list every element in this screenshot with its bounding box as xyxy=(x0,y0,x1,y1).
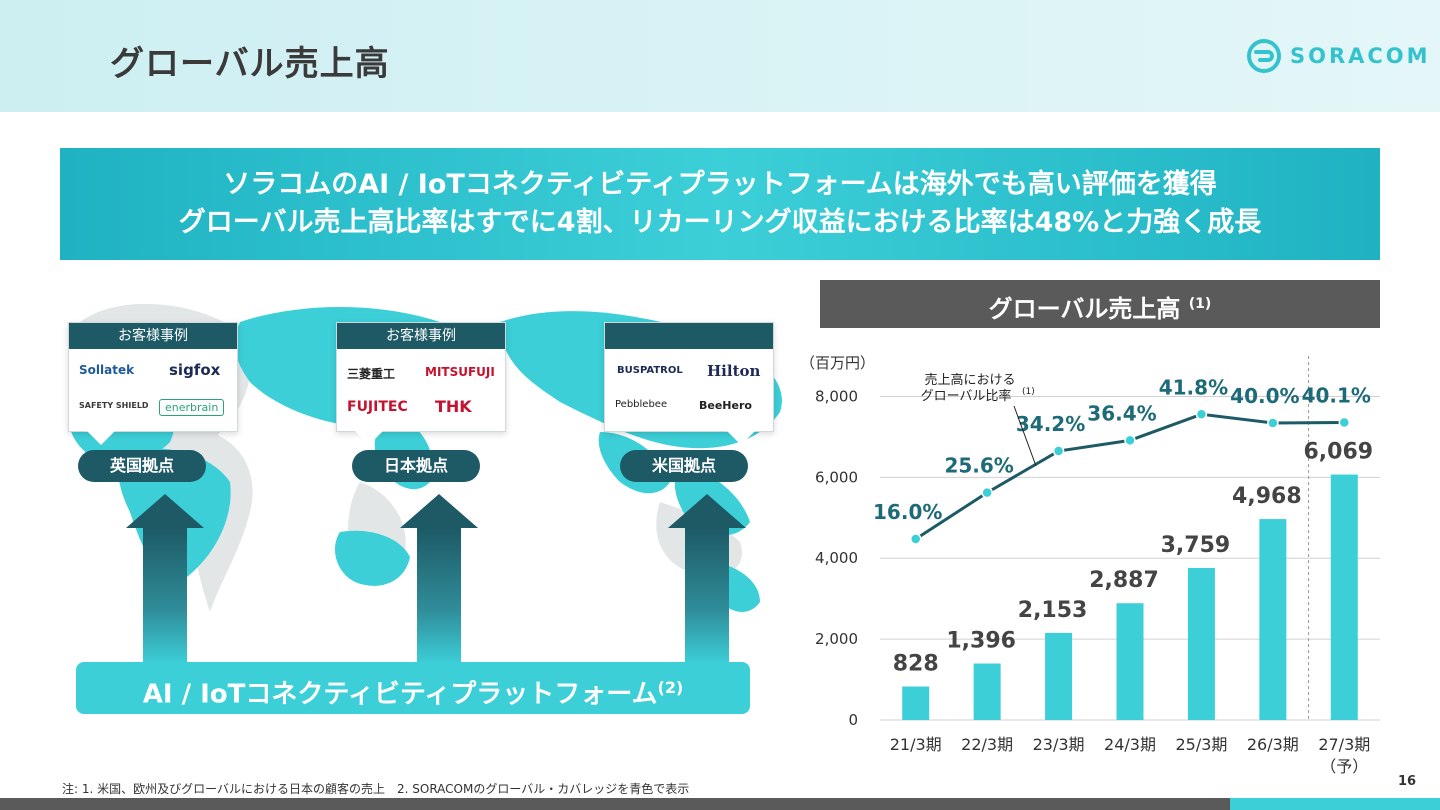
ratio-point xyxy=(1267,417,1279,429)
y-tick-label: 8,000 xyxy=(815,387,858,405)
x-tick-label: 21/3期 xyxy=(890,735,942,754)
bar xyxy=(1187,567,1215,720)
global-sales-chart: （百万円）02,0004,0006,0008,00082821/3期1,3962… xyxy=(800,354,1380,776)
footnote: 注: 1. 米国、欧州及びグローバルにおける日本の顧客の売上 2. SORACO… xyxy=(62,782,690,796)
y-tick-label: 6,000 xyxy=(815,468,858,486)
ratio-point xyxy=(1195,408,1208,421)
bar xyxy=(1045,632,1073,720)
case-card-heading: お客様事例 xyxy=(69,323,237,349)
x-tick-label: 22/3期 xyxy=(961,735,1013,754)
bar xyxy=(902,686,930,720)
base-label-us: 米国拠点 xyxy=(620,450,748,482)
case-card-heading: お客様事例 xyxy=(337,323,505,349)
y-tick-label: 4,000 xyxy=(815,549,858,567)
case-card-heading xyxy=(605,323,773,349)
page-title: グローバル売上高 xyxy=(110,44,390,84)
case-card-logos: 三菱重工 MITSUFUJI FUJITEC THK xyxy=(337,349,505,433)
base-label-japan: 日本拠点 xyxy=(352,450,480,482)
bar-value-label: 2,153 xyxy=(1018,598,1088,623)
bar-value-label: 6,069 xyxy=(1303,440,1373,465)
arrow-up-uk xyxy=(126,494,204,664)
ratio-value-label: 40.0% xyxy=(1230,384,1299,408)
bar-value-label: 828 xyxy=(893,652,939,677)
headline-line-1: ソラコムのAI / IoTコネクティビティプラットフォームは海外でも高い評価を獲… xyxy=(223,169,1217,200)
ratio-value-label: 36.4% xyxy=(1087,401,1156,425)
bar-value-label: 1,396 xyxy=(946,629,1016,654)
case-card-us: BUSPATROL Hilton Pebblebee BeeHero xyxy=(604,322,774,445)
page-number: 16 xyxy=(1398,774,1417,789)
platform-label: AI / IoTコネクティビティプラットフォーム xyxy=(142,679,658,710)
mitsubishi-heavy-logo: 三菱重工 xyxy=(347,367,396,381)
platform-note: (2) xyxy=(657,678,684,697)
ratio-point xyxy=(981,486,993,499)
arrow-up-japan xyxy=(400,494,478,664)
ratio-legend-line-2: グローバル比率 xyxy=(921,388,1012,404)
ratio-legend-line-1: 売上高における xyxy=(924,372,1015,388)
mitsufuji-logo: MITSUFUJI xyxy=(425,365,495,379)
safety-shield-logo: SAFETY SHIELD xyxy=(79,401,149,410)
case-card-pointer xyxy=(87,431,115,445)
soracom-logo-icon xyxy=(1247,39,1281,73)
x-tick-label: 26/3期 xyxy=(1247,735,1299,754)
chart-unit-label: （百万円） xyxy=(800,354,875,372)
pebblebee-logo: Pebblebee xyxy=(615,399,668,410)
platform-bar: AI / IoTコネクティビティプラットフォーム(2) xyxy=(76,662,750,714)
fujitec-logo: FUJITEC xyxy=(347,399,408,415)
footer-strip xyxy=(0,798,1230,810)
ratio-legend-pointer xyxy=(1013,405,1037,467)
headline-banner: ソラコムのAI / IoTコネクティビティプラットフォームは海外でも高い評価を獲… xyxy=(60,148,1380,260)
bar-value-label: 2,887 xyxy=(1089,568,1159,593)
soracom-logo: SORACOM xyxy=(1246,38,1431,74)
chart-title: グローバル売上高 xyxy=(988,295,1181,323)
case-card-pointer xyxy=(727,431,755,445)
ratio-value-label: 41.8% xyxy=(1159,375,1228,399)
forecast-note: （予） xyxy=(1320,757,1368,776)
logo-text: SORACOM xyxy=(1290,44,1431,68)
case-card-japan: お客様事例 三菱重工 MITSUFUJI FUJITEC THK xyxy=(336,322,506,445)
ratio-value-label: 25.6% xyxy=(944,454,1013,478)
hilton-logo: Hilton xyxy=(707,362,761,380)
ratio-point xyxy=(1124,434,1136,447)
bar-value-label: 3,759 xyxy=(1161,533,1231,558)
enerbrain-logo: enerbrain xyxy=(159,399,225,416)
base-label-uk: 英国拠点 xyxy=(78,450,206,482)
case-card-uk: お客様事例 Sollatek sigfox SAFETY SHIELD ener… xyxy=(68,322,238,445)
bar xyxy=(973,663,1001,720)
header xyxy=(0,0,1440,112)
x-tick-label: 25/3期 xyxy=(1175,735,1227,754)
ratio-value-label: 16.0% xyxy=(873,500,942,524)
headline-line-2: グローバル売上高比率はすでに4割、リカーリング収益における比率は48%と力強く成… xyxy=(178,207,1262,238)
y-tick-label: 0 xyxy=(848,711,858,729)
bar-value-label: 4,968 xyxy=(1232,484,1302,509)
arrow-up-us xyxy=(668,494,746,664)
footer-strip-accent xyxy=(1230,798,1440,810)
ratio-point xyxy=(1338,416,1351,429)
sollatek-logo: Sollatek xyxy=(79,363,135,377)
bar xyxy=(1259,519,1287,720)
bar xyxy=(1116,603,1144,720)
ratio-value-label: 34.2% xyxy=(1016,412,1085,436)
ratio-value-label: 40.1% xyxy=(1302,384,1371,408)
chart-title-bar: グローバル売上高 (1) xyxy=(820,280,1380,328)
x-tick-label: 23/3期 xyxy=(1033,735,1085,754)
world-map-section: お客様事例 Sollatek sigfox SAFETY SHIELD ener… xyxy=(60,282,800,722)
case-card-logos: Sollatek sigfox SAFETY SHIELD enerbrain xyxy=(69,349,237,433)
x-tick-label: 24/3期 xyxy=(1104,735,1156,754)
y-tick-label: 2,000 xyxy=(815,630,858,648)
beehero-logo: BeeHero xyxy=(699,399,752,412)
case-card-logos: BUSPATROL Hilton Pebblebee BeeHero xyxy=(605,349,773,433)
x-tick-label: 27/3期 xyxy=(1318,735,1370,754)
case-card-pointer xyxy=(355,431,383,445)
ratio-point xyxy=(1052,445,1065,457)
ratio-point xyxy=(909,533,922,545)
chart-title-note: (1) xyxy=(1188,296,1212,312)
sigfox-logo: sigfox xyxy=(169,361,221,379)
bar xyxy=(1330,474,1358,720)
buspatrol-logo: BUSPATROL xyxy=(617,365,683,376)
ratio-legend-note: (1) xyxy=(1022,387,1035,397)
thk-logo: THK xyxy=(435,397,472,416)
